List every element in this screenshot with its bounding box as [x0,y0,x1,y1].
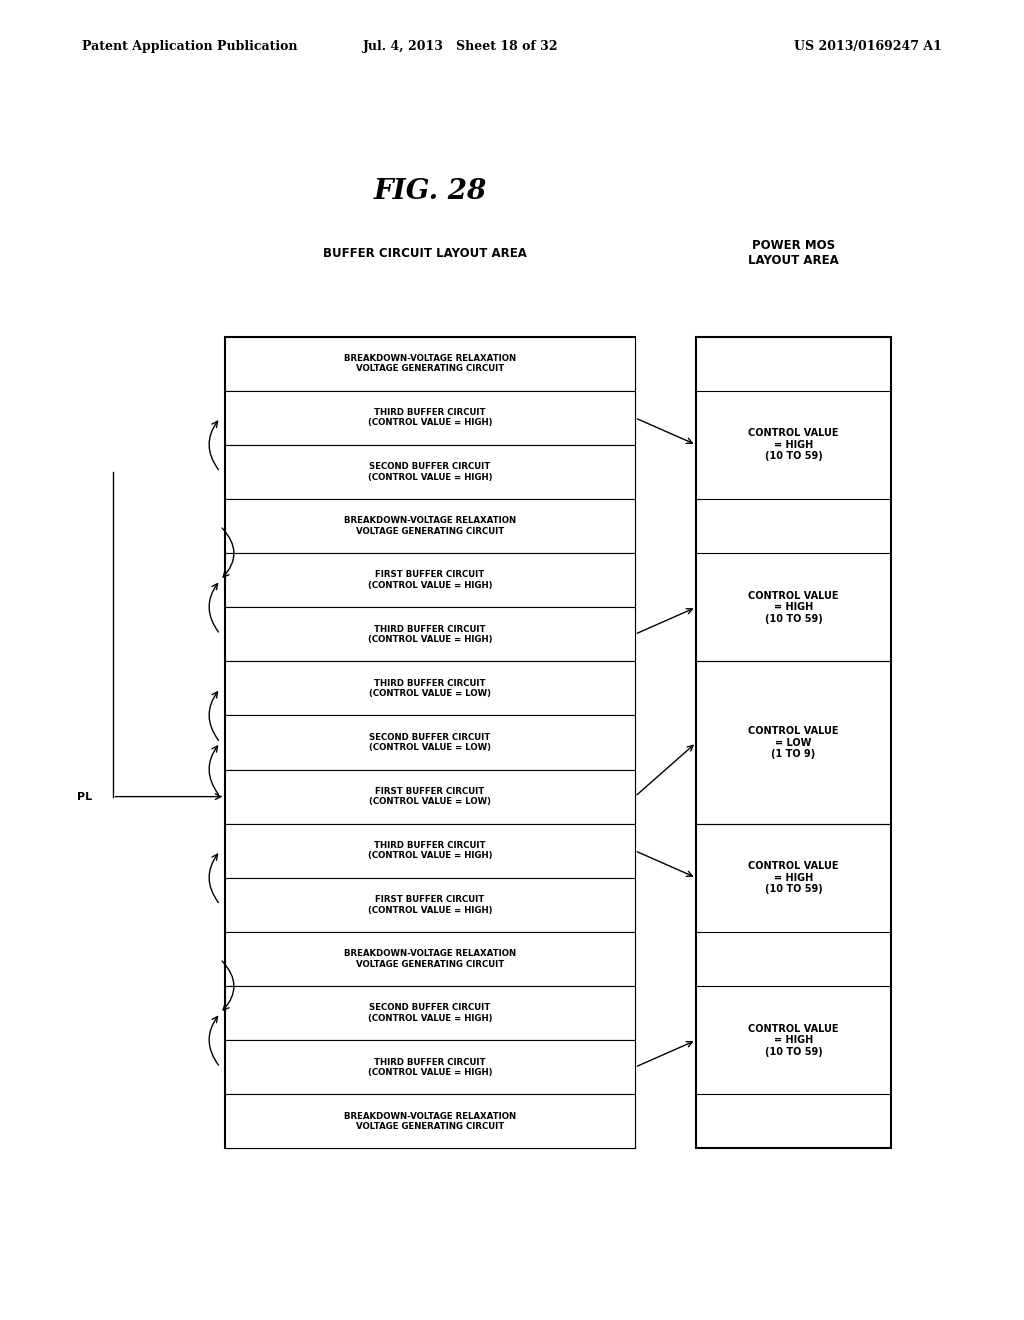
Text: Jul. 4, 2013   Sheet 18 of 32: Jul. 4, 2013 Sheet 18 of 32 [364,40,558,53]
Text: THIRD BUFFER CIRCUIT
(CONTROL VALUE = HIGH): THIRD BUFFER CIRCUIT (CONTROL VALUE = HI… [368,1057,493,1077]
Text: SECOND BUFFER CIRCUIT
(CONTROL VALUE = LOW): SECOND BUFFER CIRCUIT (CONTROL VALUE = L… [369,733,492,752]
Text: FIRST BUFFER CIRCUIT
(CONTROL VALUE = LOW): FIRST BUFFER CIRCUIT (CONTROL VALUE = LO… [369,787,492,807]
Text: POWER MOS
LAYOUT AREA: POWER MOS LAYOUT AREA [749,239,839,268]
Bar [225,661,635,715]
Bar [225,770,635,824]
Bar [225,932,635,986]
Bar [696,337,891,1148]
Text: THIRD BUFFER CIRCUIT
(CONTROL VALUE = HIGH): THIRD BUFFER CIRCUIT (CONTROL VALUE = HI… [368,408,493,428]
Text: BREAKDOWN-VOLTAGE RELAXATION
VOLTAGE GENERATING CIRCUIT: BREAKDOWN-VOLTAGE RELAXATION VOLTAGE GEN… [344,1111,516,1131]
Text: SECOND BUFFER CIRCUIT
(CONTROL VALUE = HIGH): SECOND BUFFER CIRCUIT (CONTROL VALUE = H… [368,1003,493,1023]
Bar [225,607,635,661]
Bar [225,445,635,499]
Bar [225,986,635,1040]
Text: CONTROL VALUE
= LOW
(1 TO 9): CONTROL VALUE = LOW (1 TO 9) [749,726,839,759]
Text: US 2013/0169247 A1: US 2013/0169247 A1 [795,40,942,53]
Text: FIG. 28: FIG. 28 [374,178,486,205]
Text: FIRST BUFFER CIRCUIT
(CONTROL VALUE = HIGH): FIRST BUFFER CIRCUIT (CONTROL VALUE = HI… [368,570,493,590]
Text: Patent Application Publication: Patent Application Publication [82,40,297,53]
Bar [225,1094,635,1148]
Text: CONTROL VALUE
= HIGH
(10 TO 59): CONTROL VALUE = HIGH (10 TO 59) [749,428,839,462]
Text: CONTROL VALUE
= HIGH
(10 TO 59): CONTROL VALUE = HIGH (10 TO 59) [749,861,839,895]
Text: BUFFER CIRCUIT LAYOUT AREA: BUFFER CIRCUIT LAYOUT AREA [323,247,527,260]
Text: CONTROL VALUE
= HIGH
(10 TO 59): CONTROL VALUE = HIGH (10 TO 59) [749,1023,839,1057]
Text: THIRD BUFFER CIRCUIT
(CONTROL VALUE = LOW): THIRD BUFFER CIRCUIT (CONTROL VALUE = LO… [369,678,492,698]
Bar [225,553,635,607]
Text: THIRD BUFFER CIRCUIT
(CONTROL VALUE = HIGH): THIRD BUFFER CIRCUIT (CONTROL VALUE = HI… [368,841,493,861]
Text: BREAKDOWN-VOLTAGE RELAXATION
VOLTAGE GENERATING CIRCUIT: BREAKDOWN-VOLTAGE RELAXATION VOLTAGE GEN… [344,354,516,374]
Text: PL: PL [77,792,92,801]
Bar [225,715,635,770]
Bar [225,391,635,445]
Text: THIRD BUFFER CIRCUIT
(CONTROL VALUE = HIGH): THIRD BUFFER CIRCUIT (CONTROL VALUE = HI… [368,624,493,644]
Text: BREAKDOWN-VOLTAGE RELAXATION
VOLTAGE GENERATING CIRCUIT: BREAKDOWN-VOLTAGE RELAXATION VOLTAGE GEN… [344,516,516,536]
Bar [225,878,635,932]
Text: CONTROL VALUE
= HIGH
(10 TO 59): CONTROL VALUE = HIGH (10 TO 59) [749,590,839,624]
Bar [225,499,635,553]
Bar [225,1040,635,1094]
Text: BREAKDOWN-VOLTAGE RELAXATION
VOLTAGE GENERATING CIRCUIT: BREAKDOWN-VOLTAGE RELAXATION VOLTAGE GEN… [344,949,516,969]
Text: SECOND BUFFER CIRCUIT
(CONTROL VALUE = HIGH): SECOND BUFFER CIRCUIT (CONTROL VALUE = H… [368,462,493,482]
Bar [225,337,635,391]
Bar [225,337,635,1148]
Text: FIRST BUFFER CIRCUIT
(CONTROL VALUE = HIGH): FIRST BUFFER CIRCUIT (CONTROL VALUE = HI… [368,895,493,915]
Bar [225,824,635,878]
